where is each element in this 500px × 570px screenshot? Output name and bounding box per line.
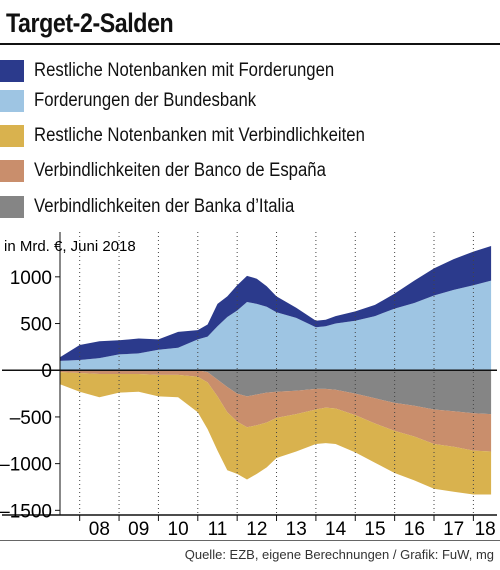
legend-item-restliche-verbindlichkeiten: Restliche Notenbanken mit Verbindlichkei… bbox=[0, 121, 410, 151]
area-series-2 bbox=[60, 372, 492, 495]
legend-label: Verbindlichkeiten der Banco de España bbox=[34, 160, 326, 181]
legend-swatch bbox=[0, 125, 24, 147]
x-tick-label: 17 bbox=[443, 519, 464, 540]
x-tick-label: 11 bbox=[208, 519, 228, 540]
x-tick-label: 14 bbox=[325, 519, 347, 540]
area-layers bbox=[60, 246, 492, 495]
y-tick-label: 0 bbox=[41, 361, 52, 382]
x-tick-label: 16 bbox=[404, 519, 425, 540]
legend-item-banka-d-italia: Verbindlichkeiten der Banka d’Italia bbox=[0, 192, 330, 222]
x-tick-label: 18 bbox=[475, 519, 496, 540]
area-series-4 bbox=[60, 370, 492, 415]
axes: –1500 –1000 –500 0 500 1000 08 09 10 11 12 13 14 15 16… bbox=[0, 232, 497, 540]
legend-swatch bbox=[0, 196, 24, 218]
legend-label: Verbindlichkeiten der Banka d’Italia bbox=[34, 196, 295, 217]
x-tick-label: 10 bbox=[168, 519, 189, 540]
chart-title: Target-2-Salden bbox=[6, 8, 174, 38]
legend-label: Forderungen der Bundesbank bbox=[34, 90, 257, 111]
legend-item-bundesbank: Forderungen der Bundesbank bbox=[0, 86, 286, 116]
legend-swatch bbox=[0, 160, 24, 182]
legend-swatch bbox=[0, 60, 24, 82]
x-tick-label: 08 bbox=[89, 519, 110, 540]
title-rule bbox=[0, 43, 500, 45]
area-series-3 bbox=[60, 370, 492, 452]
unit-label: in Mrd. €, Juni 2018 bbox=[4, 238, 136, 255]
y-tick-label: –1500 bbox=[0, 501, 52, 522]
footer-rule bbox=[0, 540, 500, 541]
y-tick-label: –500 bbox=[10, 408, 52, 429]
source-note: Quelle: EZB, eigene Berechnungen / Grafi… bbox=[184, 547, 494, 562]
area-series-1 bbox=[60, 280, 492, 371]
y-tick-label: –1000 bbox=[0, 455, 52, 476]
legend-label: Restliche Notenbanken mit Verbindlichkei… bbox=[34, 125, 365, 146]
x-tick-label: 09 bbox=[128, 519, 149, 540]
legend-swatch bbox=[0, 90, 24, 112]
area-series-0 bbox=[60, 246, 492, 361]
legend-label: Restliche Notenbanken mit Forderungen bbox=[34, 60, 335, 81]
legend-item-restliche-forderungen: Restliche Notenbanken mit Forderungen bbox=[0, 56, 375, 86]
y-tick-label: 500 bbox=[20, 315, 52, 336]
y-tick-label: 1000 bbox=[10, 268, 52, 289]
x-tick-label: 12 bbox=[246, 519, 267, 540]
legend-item-banco-de-espana: Verbindlichkeiten der Banco de España bbox=[0, 156, 366, 186]
x-tick-label: 13 bbox=[286, 519, 307, 540]
x-tick-label: 15 bbox=[364, 519, 385, 540]
